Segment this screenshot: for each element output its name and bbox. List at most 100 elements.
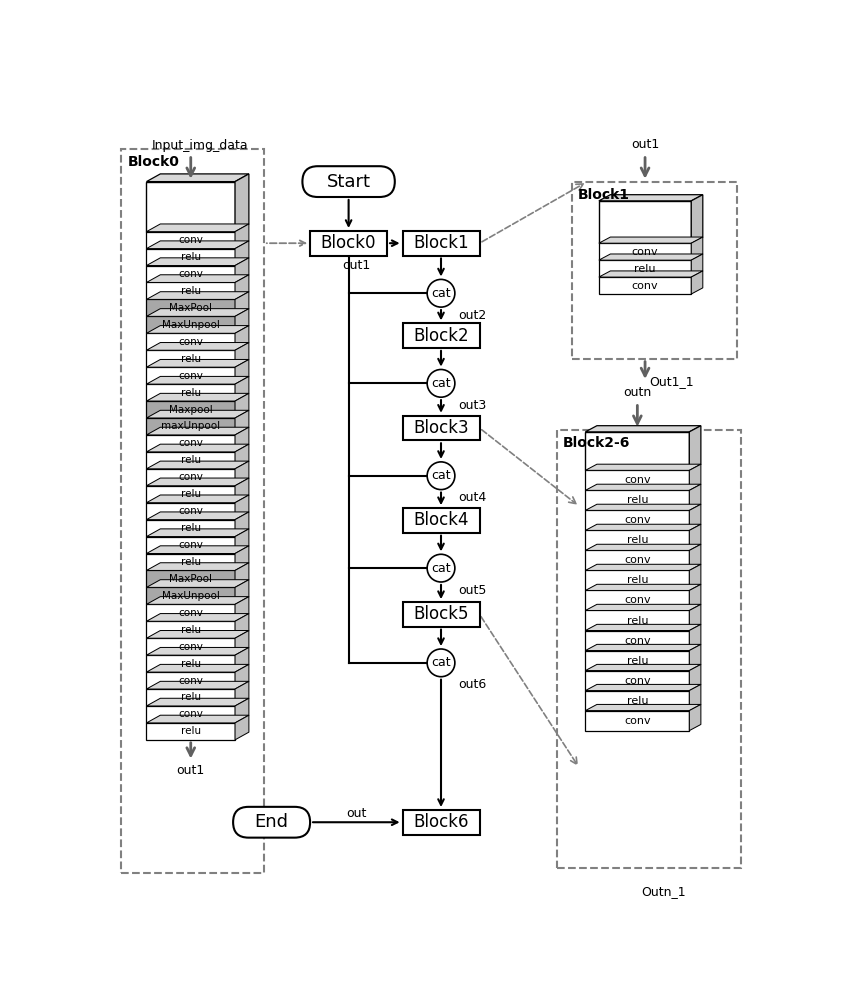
Polygon shape [585, 590, 689, 610]
Text: conv: conv [623, 676, 650, 686]
Polygon shape [585, 504, 700, 510]
Polygon shape [689, 664, 700, 691]
Polygon shape [598, 254, 702, 260]
Polygon shape [689, 544, 700, 570]
Polygon shape [689, 624, 700, 651]
Polygon shape [146, 631, 249, 638]
Polygon shape [146, 401, 235, 418]
Circle shape [427, 554, 455, 582]
Polygon shape [585, 550, 689, 570]
Polygon shape [146, 597, 249, 604]
Polygon shape [146, 232, 235, 249]
Polygon shape [235, 427, 249, 452]
Polygon shape [585, 664, 700, 671]
Polygon shape [146, 469, 235, 486]
Circle shape [427, 649, 455, 677]
Text: conv: conv [178, 438, 203, 448]
Polygon shape [235, 174, 249, 232]
Text: Block0: Block0 [127, 155, 179, 169]
Polygon shape [585, 490, 689, 510]
Polygon shape [585, 584, 700, 590]
Text: relu: relu [181, 625, 201, 635]
Text: relu: relu [634, 264, 655, 274]
Circle shape [427, 279, 455, 307]
Text: cat: cat [430, 469, 450, 482]
Polygon shape [235, 444, 249, 469]
Text: cat: cat [430, 656, 450, 669]
Polygon shape [146, 376, 249, 384]
Text: Start: Start [326, 173, 370, 191]
Polygon shape [146, 554, 235, 570]
Text: Maxpool: Maxpool [169, 405, 213, 415]
Polygon shape [585, 564, 700, 570]
Text: out1: out1 [177, 764, 205, 777]
Polygon shape [585, 530, 689, 550]
Polygon shape [235, 631, 249, 655]
Polygon shape [235, 224, 249, 249]
Polygon shape [235, 597, 249, 621]
Polygon shape [691, 195, 702, 243]
Text: Outn_1: Outn_1 [641, 885, 685, 898]
Text: MaxUnpool: MaxUnpool [162, 591, 220, 601]
Text: relu: relu [626, 696, 647, 706]
Text: relu: relu [181, 726, 201, 736]
Polygon shape [689, 524, 700, 550]
Bar [310, 231, 387, 256]
Polygon shape [235, 614, 249, 638]
Polygon shape [235, 478, 249, 503]
Polygon shape [146, 444, 249, 452]
Polygon shape [598, 237, 702, 243]
Text: conv: conv [178, 608, 203, 618]
Text: relu: relu [626, 656, 647, 666]
Polygon shape [598, 201, 691, 243]
Polygon shape [146, 461, 249, 469]
Polygon shape [146, 655, 235, 672]
Polygon shape [146, 333, 235, 350]
Text: relu: relu [626, 495, 647, 505]
Polygon shape [146, 546, 249, 554]
Text: conv: conv [178, 642, 203, 652]
Text: Block3: Block3 [412, 419, 468, 437]
Polygon shape [691, 237, 702, 260]
Polygon shape [235, 326, 249, 350]
Text: Block6: Block6 [412, 813, 468, 831]
Polygon shape [146, 350, 235, 367]
Text: cat: cat [430, 562, 450, 575]
Text: conv: conv [623, 555, 650, 565]
Polygon shape [235, 715, 249, 740]
Polygon shape [235, 258, 249, 282]
Polygon shape [585, 510, 689, 530]
Polygon shape [235, 512, 249, 537]
Polygon shape [146, 309, 249, 316]
Polygon shape [146, 698, 249, 706]
Polygon shape [585, 604, 700, 610]
Polygon shape [146, 495, 249, 503]
Polygon shape [235, 681, 249, 706]
Text: Out1_1: Out1_1 [648, 375, 693, 388]
Polygon shape [146, 258, 249, 266]
Polygon shape [585, 524, 700, 530]
Polygon shape [235, 292, 249, 316]
Polygon shape [585, 484, 700, 490]
Polygon shape [235, 410, 249, 435]
Polygon shape [146, 174, 249, 182]
Text: relu: relu [181, 252, 201, 262]
Text: out2: out2 [457, 309, 486, 322]
Text: cat: cat [430, 287, 450, 300]
Polygon shape [691, 271, 702, 294]
Text: relu: relu [181, 354, 201, 364]
Polygon shape [585, 432, 689, 470]
Polygon shape [585, 704, 700, 711]
Polygon shape [598, 271, 702, 277]
Polygon shape [235, 309, 249, 333]
Polygon shape [585, 426, 700, 432]
Bar [402, 416, 479, 440]
Polygon shape [585, 671, 689, 691]
Polygon shape [146, 478, 249, 486]
Polygon shape [585, 610, 689, 631]
Text: conv: conv [178, 472, 203, 482]
Polygon shape [146, 452, 235, 469]
Polygon shape [146, 512, 249, 520]
Polygon shape [235, 343, 249, 367]
Polygon shape [146, 367, 235, 384]
